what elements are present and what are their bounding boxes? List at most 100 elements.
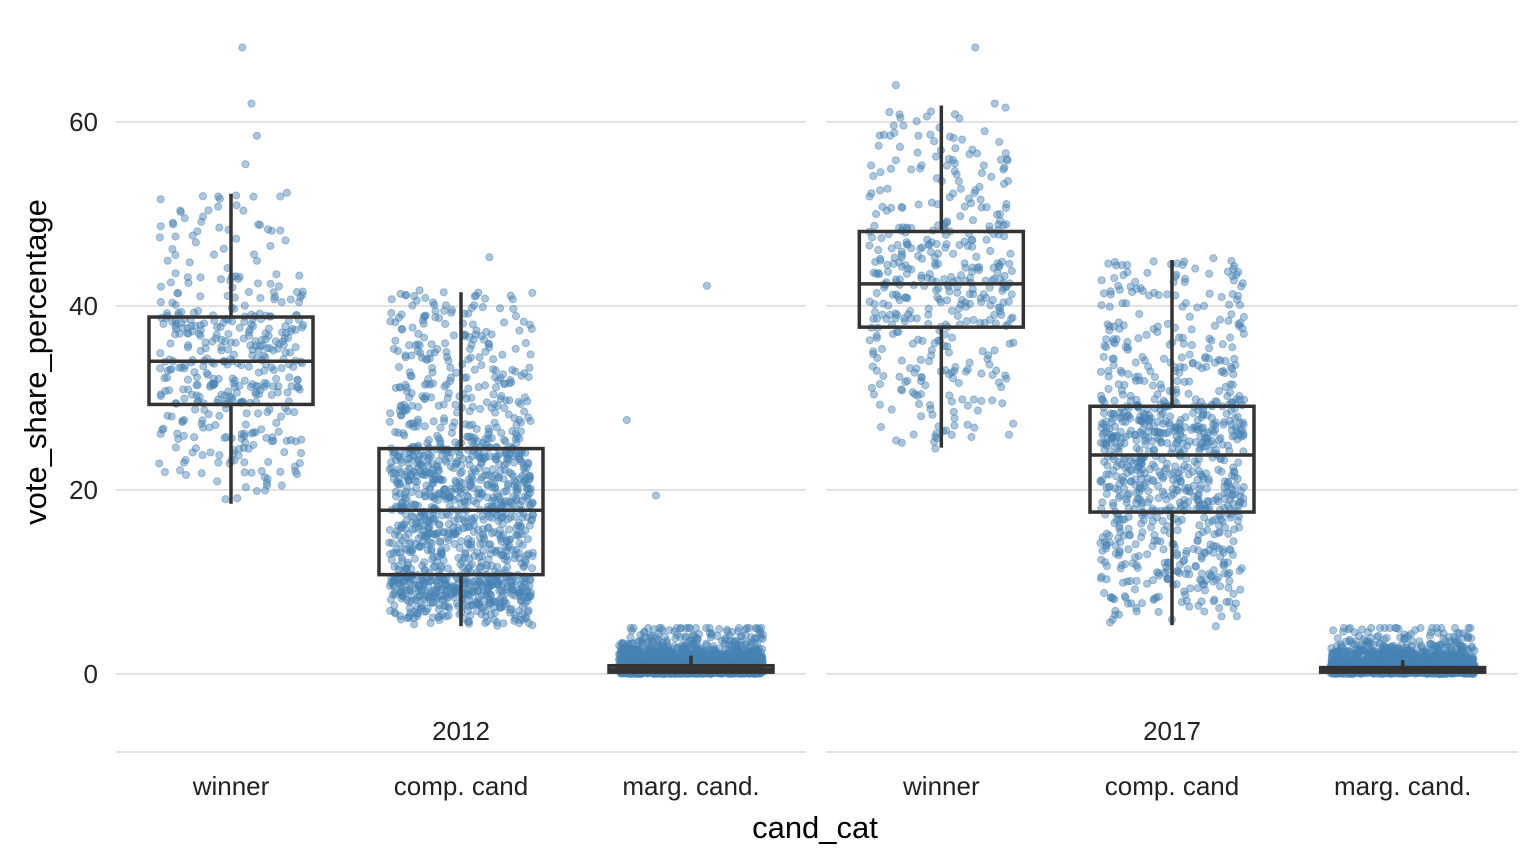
data-point	[269, 346, 278, 355]
data-point	[1228, 343, 1237, 352]
data-point	[419, 319, 428, 328]
data-point	[886, 164, 896, 173]
data-point	[1215, 387, 1224, 396]
data-point	[483, 524, 492, 533]
data-point	[297, 449, 306, 458]
data-point	[977, 369, 986, 378]
data-point	[428, 363, 437, 372]
data-point	[1114, 281, 1123, 290]
data-point	[215, 223, 224, 232]
data-point	[277, 481, 286, 490]
data-point	[246, 382, 255, 391]
data-point	[917, 412, 926, 421]
data-point	[426, 511, 435, 520]
data-point	[1236, 318, 1245, 327]
data-point	[391, 456, 400, 465]
data-point	[1007, 290, 1016, 299]
data-point	[723, 656, 732, 666]
data-point	[1131, 277, 1140, 286]
data-point	[621, 645, 630, 654]
data-point	[1116, 366, 1125, 375]
data-point	[714, 649, 723, 658]
data-point	[171, 322, 180, 331]
data-point	[1126, 391, 1135, 400]
data-point	[497, 391, 506, 401]
data-point	[1167, 470, 1176, 479]
data-point	[518, 513, 527, 522]
data-point	[1152, 568, 1162, 577]
data-point	[870, 300, 879, 309]
data-point	[1237, 282, 1246, 291]
data-point	[1155, 467, 1164, 477]
data-point	[266, 241, 275, 250]
data-point	[245, 325, 254, 334]
data-point	[977, 396, 986, 406]
data-point	[948, 333, 957, 342]
data-point	[394, 362, 404, 372]
data-point	[867, 161, 876, 170]
data-point	[1203, 496, 1212, 505]
data-point	[1172, 567, 1182, 576]
data-point	[443, 564, 453, 573]
data-point	[441, 319, 450, 329]
data-point	[1191, 561, 1200, 570]
data-point	[1099, 352, 1108, 361]
data-point	[493, 562, 502, 571]
data-point	[169, 220, 178, 229]
data-point	[444, 602, 453, 611]
data-point	[298, 287, 307, 296]
data-point	[500, 379, 509, 388]
data-point	[942, 296, 952, 305]
data-point	[215, 411, 224, 420]
data-point	[523, 491, 533, 500]
data-point	[1223, 391, 1232, 401]
data-point	[1130, 585, 1140, 594]
data-point	[286, 295, 295, 304]
data-point	[1112, 462, 1122, 471]
data-point	[461, 550, 470, 559]
data-point	[1009, 419, 1018, 428]
data-point	[268, 433, 277, 442]
data-point	[1128, 559, 1137, 568]
data-point	[1126, 414, 1135, 423]
data-point	[1216, 582, 1225, 591]
facet-strip-label: 2012	[432, 716, 490, 746]
data-point	[291, 343, 300, 352]
data-point	[447, 306, 457, 315]
data-point	[904, 310, 913, 319]
data-point	[969, 395, 978, 404]
data-point	[254, 220, 263, 229]
data-point	[1143, 268, 1152, 277]
data-point	[923, 273, 932, 282]
data-point	[464, 540, 473, 549]
data-point	[916, 376, 926, 385]
data-point	[918, 243, 927, 252]
data-point	[405, 368, 414, 377]
data-point	[1109, 338, 1118, 347]
data-point	[400, 520, 409, 529]
data-point	[1116, 439, 1125, 448]
data-point	[254, 390, 264, 399]
data-point	[953, 311, 962, 320]
data-point	[1110, 257, 1119, 267]
data-point	[931, 152, 941, 161]
data-point	[287, 382, 296, 391]
data-point	[263, 408, 272, 417]
data-point	[1174, 517, 1183, 526]
data-point	[468, 320, 477, 329]
data-point	[428, 598, 437, 607]
data-point	[469, 587, 479, 596]
data-point	[217, 346, 226, 355]
data-point	[1102, 562, 1111, 571]
data-point	[891, 156, 900, 165]
data-point	[520, 599, 530, 608]
data-point	[875, 380, 884, 389]
data-point	[444, 611, 453, 620]
data-point	[1206, 571, 1216, 580]
data-point	[286, 348, 295, 357]
data-point	[298, 323, 307, 332]
data-point	[434, 605, 443, 614]
data-point	[1228, 485, 1237, 494]
data-point	[1159, 419, 1168, 428]
